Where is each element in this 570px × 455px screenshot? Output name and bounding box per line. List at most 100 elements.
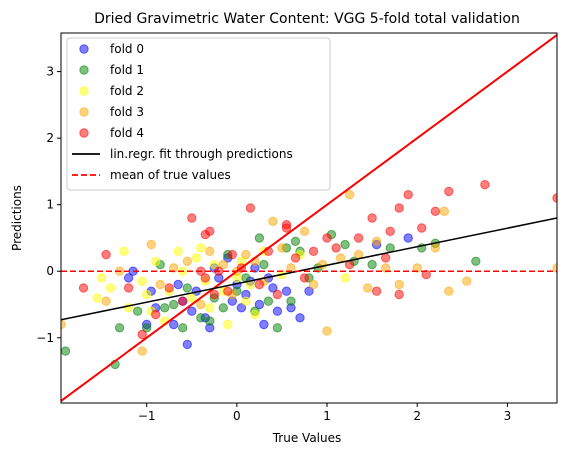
legend-marker (79, 44, 89, 54)
scatter-point (187, 213, 197, 223)
series-fold-3 (61, 190, 557, 356)
scatter-point (61, 346, 71, 356)
scatter-point (196, 243, 206, 253)
series-fold-1 (61, 229, 481, 370)
scatter-point (281, 223, 292, 233)
legend-marker (79, 65, 89, 75)
scatter-point (385, 226, 395, 237)
legend-box (66, 37, 331, 191)
scatter-point (137, 346, 147, 356)
scatter-point (123, 273, 134, 283)
scatter-point (61, 319, 66, 330)
legend-marker (79, 128, 89, 138)
scatter-point (331, 243, 341, 253)
scatter-point (353, 233, 364, 243)
scatter-point (160, 303, 170, 313)
scatter-point (272, 323, 283, 333)
scatter-point (142, 289, 152, 300)
scatter-point (133, 306, 143, 316)
x-tick-label: 2 (413, 409, 421, 423)
scatter-point (290, 253, 301, 263)
scatter-point (268, 283, 278, 293)
legend-label: fold 1 (110, 63, 144, 77)
scatter-point (299, 226, 310, 237)
scatter-point (254, 233, 265, 243)
y-tick-label: −1 (36, 331, 54, 345)
scatter-point (123, 283, 134, 293)
scatter-point (92, 293, 102, 303)
scatter-point (286, 296, 296, 306)
legend-label: fold 0 (110, 42, 144, 56)
scatter-point (385, 243, 395, 253)
y-tick-label: 0 (46, 264, 54, 278)
scatter-point (412, 263, 422, 273)
scatter-point (137, 276, 147, 286)
scatter-point (371, 286, 382, 296)
scatter-point (101, 296, 111, 306)
scatter-point (308, 279, 319, 290)
scatter-point (317, 259, 328, 270)
scatter-point (444, 186, 454, 197)
scatter-point (403, 233, 413, 243)
scatter-point (421, 269, 431, 280)
legend-label: fold 4 (110, 126, 144, 140)
scatter-point (322, 233, 332, 243)
scatter-point (236, 303, 247, 313)
scatter-point (218, 303, 229, 313)
scatter-point (241, 249, 251, 260)
regression-fit-line (61, 217, 557, 321)
scatter-point (178, 296, 188, 306)
x-axis-label: True Values (272, 431, 342, 445)
legend-label: lin.regr. fit through predictions (110, 147, 293, 161)
scatter-point (241, 296, 251, 306)
scatter-point (394, 289, 404, 300)
scatter-point (142, 323, 152, 333)
scatter-point (173, 246, 183, 257)
scatter-point (417, 223, 427, 233)
scatter-point (367, 213, 377, 223)
scatter-point (304, 286, 314, 296)
scatter-point (205, 316, 215, 326)
scatter-point (272, 289, 283, 300)
scatter-point (335, 253, 346, 263)
scatter-point (322, 326, 332, 336)
scatter-point (254, 279, 265, 290)
scatter-point (223, 286, 233, 296)
scatter-point (200, 273, 211, 283)
scatter-point (367, 259, 377, 270)
scatter-point (245, 203, 256, 213)
scatter-point (155, 279, 165, 290)
series-fold-4 (78, 180, 557, 340)
scatter-point (182, 256, 193, 266)
scatter-point (227, 249, 238, 260)
scatter-point (205, 246, 215, 257)
scatter-point (96, 273, 107, 283)
scatter-point (146, 239, 156, 250)
scatter-point (254, 299, 265, 310)
scatter-point (223, 319, 233, 330)
scatter-point (78, 283, 89, 293)
scatter-point (105, 283, 116, 293)
scatter-point (272, 306, 283, 316)
scatter-point (119, 246, 129, 257)
y-tick-label: 1 (46, 198, 54, 212)
scatter-point (209, 289, 220, 300)
chart-title: Dried Gravimetric Water Content: VGG 5-f… (94, 11, 520, 27)
scatter-point (196, 313, 206, 323)
legend-marker (79, 86, 89, 96)
scatter-point (462, 276, 472, 286)
scatter-point (169, 319, 179, 330)
y-axis-label: Predictions (10, 185, 24, 251)
x-tick-label: 1 (323, 409, 331, 423)
scatter-point (381, 263, 391, 273)
scatter-point (340, 239, 350, 250)
legend-marker (79, 107, 89, 117)
scatter-point (471, 256, 481, 266)
scatter-point (187, 306, 197, 316)
series-fold-2 (92, 243, 350, 330)
scatter-point (169, 299, 179, 310)
scatter-point (263, 296, 274, 306)
scatter-point (480, 180, 490, 190)
